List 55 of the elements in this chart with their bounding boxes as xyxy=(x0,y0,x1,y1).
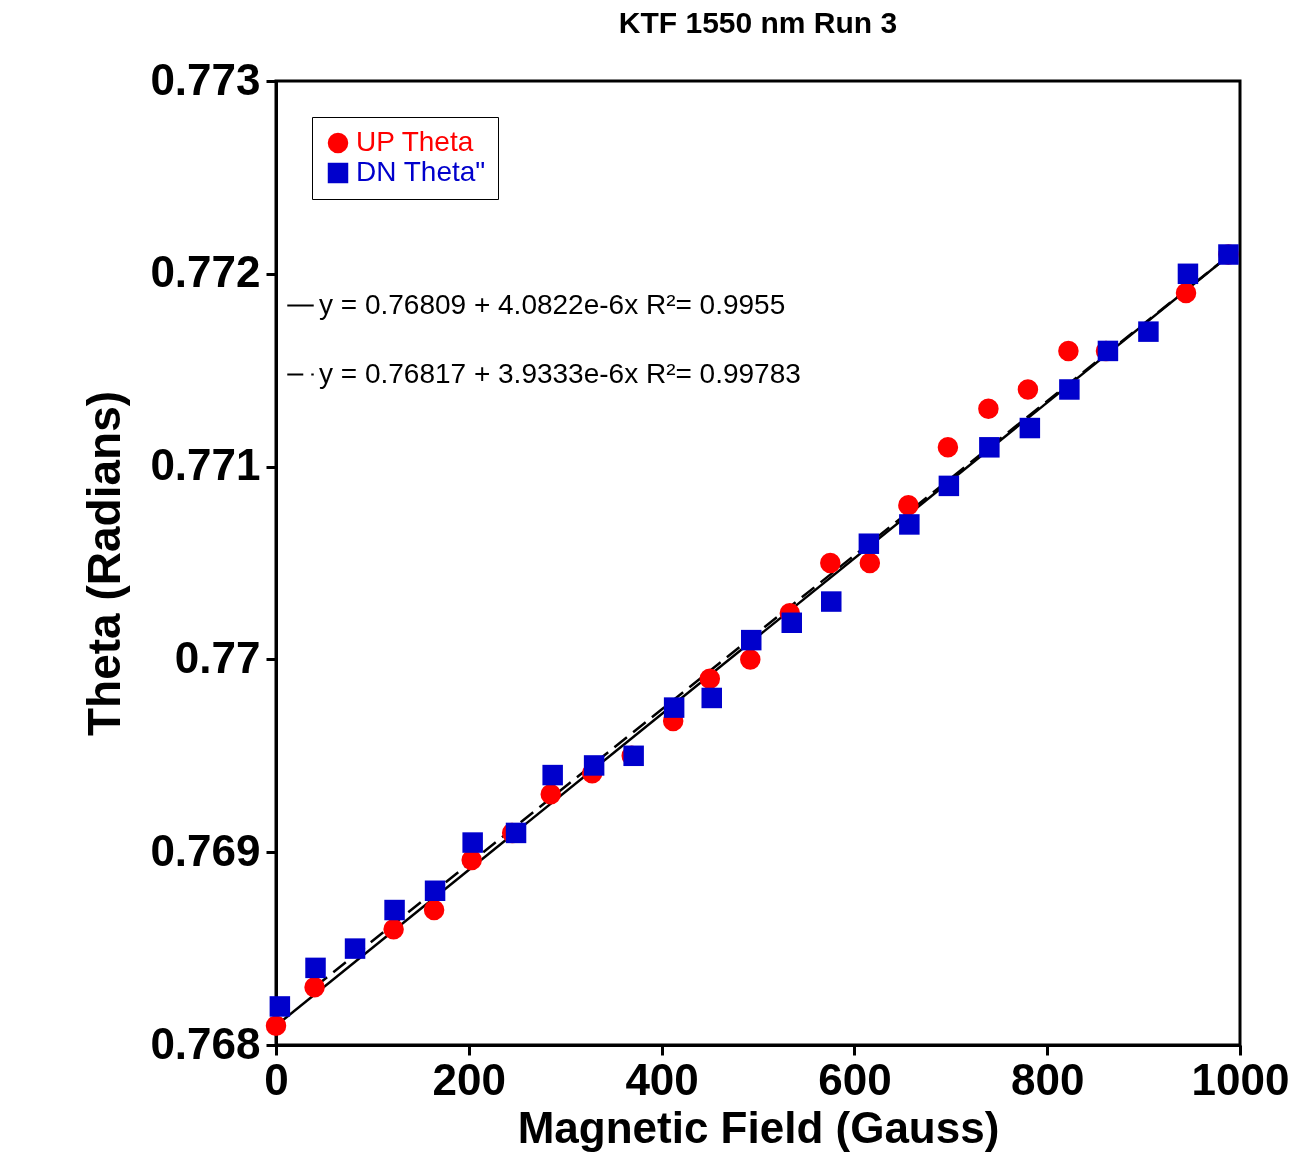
point xyxy=(265,1015,287,1036)
point xyxy=(978,398,999,419)
point xyxy=(269,996,291,1017)
point xyxy=(1177,263,1199,285)
point xyxy=(899,514,920,535)
point xyxy=(583,755,605,776)
point xyxy=(820,552,841,574)
y-tick-label: 0.771 xyxy=(150,440,261,490)
point xyxy=(979,437,1000,458)
y-tick-label: 0.77 xyxy=(174,632,261,682)
x-tick-label: 0 xyxy=(264,1054,289,1104)
legend-label: DN Theta" xyxy=(356,156,486,187)
point xyxy=(663,697,685,718)
point xyxy=(424,880,446,902)
y-tick-label: 0.769 xyxy=(150,825,261,875)
point xyxy=(781,612,802,634)
point xyxy=(859,552,881,574)
x-tick-label: 400 xyxy=(625,1054,699,1104)
point xyxy=(821,591,842,612)
point xyxy=(423,899,445,921)
chart-title: KTF 1550 nm Run 3 xyxy=(618,6,898,39)
y-axis-title: Theta (Radians) xyxy=(78,390,131,737)
point xyxy=(542,764,563,786)
point xyxy=(540,784,561,805)
point xyxy=(304,976,325,998)
legend-label: y = 0.76817 + 3.9333e-6x R²= 0.99783 xyxy=(319,357,801,389)
point xyxy=(699,668,721,689)
y-tick-label: 0.768 xyxy=(150,1018,261,1068)
legend-label: UP Theta xyxy=(356,126,474,157)
point xyxy=(898,494,919,516)
point xyxy=(858,533,880,554)
x-axis-title: Magnetic Field (Gauss) xyxy=(517,1102,1000,1152)
x-tick-label: 800 xyxy=(1010,1054,1085,1104)
point xyxy=(740,649,761,670)
point xyxy=(741,629,762,651)
point xyxy=(1175,282,1197,304)
x-tick-label: 1000 xyxy=(1191,1054,1290,1104)
point xyxy=(701,687,722,709)
point xyxy=(384,899,405,921)
legend-label: y = 0.76809 + 4.0822e-6x R²= 0.9955 xyxy=(319,288,786,320)
y-tick-label: 0.773 xyxy=(150,54,261,104)
point xyxy=(1017,379,1039,400)
point xyxy=(305,957,326,979)
point xyxy=(1138,321,1159,342)
point xyxy=(938,475,960,497)
point xyxy=(1019,417,1041,439)
y-tick-label: 0.772 xyxy=(150,247,261,297)
point xyxy=(383,919,404,940)
point xyxy=(1058,340,1079,362)
point xyxy=(344,938,366,959)
point xyxy=(1059,379,1080,400)
x-tick-label: 600 xyxy=(818,1054,892,1104)
point xyxy=(937,437,959,458)
x-tick-label: 200 xyxy=(432,1054,507,1104)
point xyxy=(462,832,483,853)
